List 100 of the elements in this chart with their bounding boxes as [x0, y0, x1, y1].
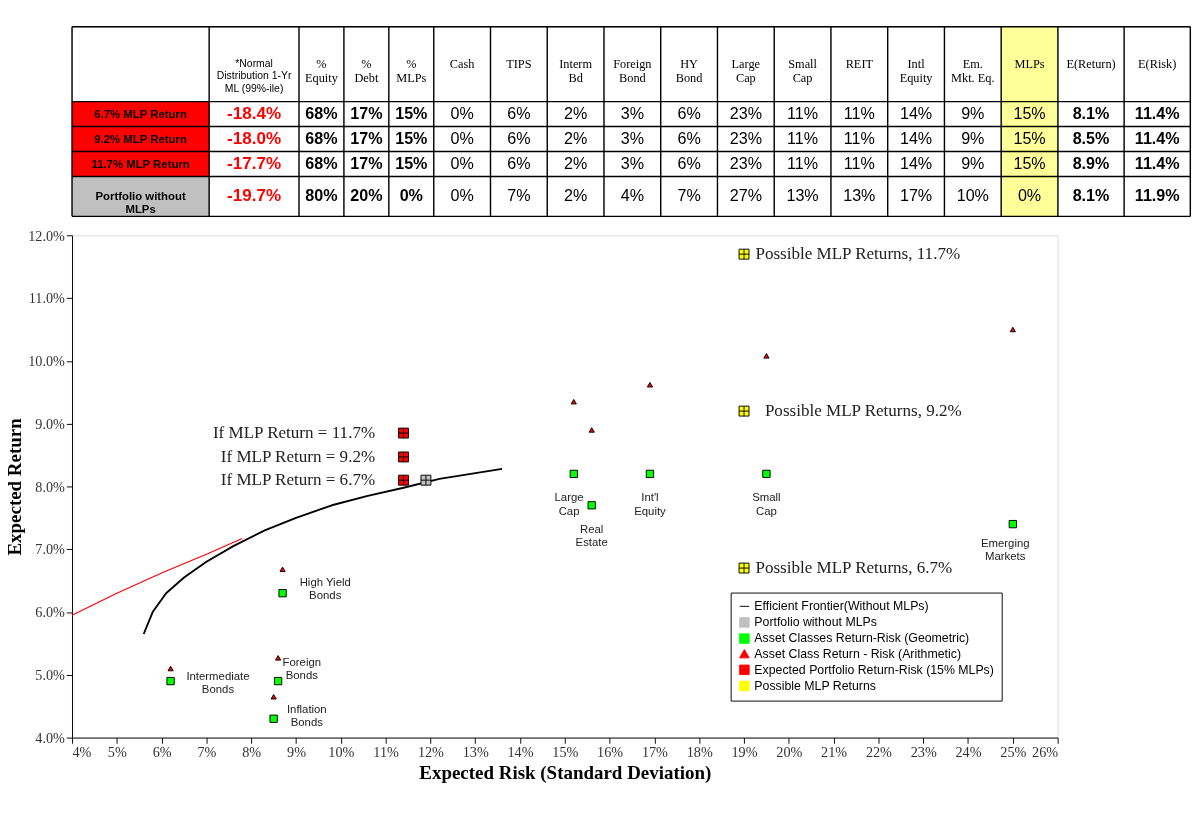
- point: [738, 405, 750, 417]
- legend-label: Expected Portfolio Return-Risk (15% MLPs): [754, 662, 994, 677]
- data-label: 11%: [787, 153, 819, 172]
- data-label: 2%: [563, 128, 588, 147]
- annotation: Int'l Equity: [634, 491, 667, 517]
- data-label: 17%: [350, 103, 383, 122]
- annotation: If MLP Return = 9.2%: [220, 446, 376, 466]
- annotation: High Yield Bonds: [299, 575, 351, 601]
- data-label: 13%: [843, 186, 876, 205]
- point: [1009, 326, 1016, 333]
- y-tick-label: 9.0%: [35, 415, 66, 432]
- x-tick-label: 8%: [242, 744, 262, 761]
- point: [420, 474, 432, 486]
- data-label: 8.5%: [1072, 128, 1110, 147]
- data-label: 17%: [899, 186, 933, 205]
- annotation: Possible MLP Returns, 9.2%: [764, 400, 962, 420]
- data-label: 68%: [305, 103, 338, 122]
- point: [763, 353, 770, 359]
- point: [569, 469, 578, 479]
- data-label: 6%: [507, 128, 531, 147]
- y-tick-label: 6.0%: [35, 604, 66, 621]
- annotation: Large Cap: [554, 491, 584, 517]
- data-label: 23%: [729, 103, 762, 122]
- data-label: -17.7%: [227, 153, 282, 173]
- data-label: 23%: [729, 153, 762, 172]
- data-label: 11.4%: [1134, 128, 1180, 147]
- data-label: 2%: [563, 103, 588, 122]
- x-tick-label: 21%: [821, 744, 848, 761]
- x-tick-label: E(Return): [1066, 57, 1116, 72]
- data-label: 11%: [843, 128, 875, 147]
- data-label: 7%: [507, 186, 531, 205]
- annotation: Emerging Markets: [980, 536, 1030, 563]
- point: [570, 398, 577, 405]
- x-tick-label: REIT: [845, 57, 874, 72]
- data-label: 15%: [1013, 153, 1046, 172]
- y-tick-label: 4.0%: [35, 729, 66, 746]
- data-label: 9%: [961, 103, 985, 122]
- x-tick-label: HY Bond: [675, 57, 703, 86]
- point: [398, 474, 409, 486]
- data-label: -18.4%: [227, 103, 282, 123]
- point: [587, 501, 596, 510]
- data-label: 0%: [450, 128, 474, 147]
- y-tick-label: 11.7% MLP Return: [91, 157, 190, 170]
- data-label: 6%: [677, 128, 701, 147]
- point: [278, 589, 287, 598]
- y-tick-label: Portfolio without MLPs: [95, 190, 186, 216]
- data-label: 4%: [620, 186, 644, 205]
- point: [166, 676, 175, 686]
- x-tick-label: 22%: [865, 744, 893, 761]
- y-tick-label: 6.7% MLP Return: [94, 107, 187, 120]
- x-tick-label: 25%: [1000, 744, 1027, 761]
- x-tick-label: 19%: [731, 744, 758, 761]
- x-tick-label: Small Cap: [788, 57, 818, 86]
- data-label: 8.9%: [1072, 153, 1110, 172]
- data-label: 14%: [899, 153, 933, 172]
- annotation: Small Cap: [752, 491, 781, 517]
- point: [269, 714, 278, 723]
- annotation: Foreign Bonds: [282, 655, 322, 682]
- legend-label: Asset Class Return - Risk (Arithmetic): [754, 646, 961, 661]
- x-tick-label: % Equity: [305, 57, 339, 86]
- data-label: 0%: [1017, 186, 1042, 205]
- y-tick-label: 7.0%: [35, 541, 66, 558]
- data-label: -18.0%: [227, 128, 282, 148]
- x-tick-label: 11%: [373, 744, 400, 761]
- x-tick-label: 14%: [507, 744, 534, 761]
- data-label: 0%: [450, 186, 474, 205]
- x-tick-label: 10%: [328, 744, 355, 761]
- point: [167, 665, 174, 672]
- y-tick-label: 5.0%: [35, 667, 66, 684]
- data-label: 23%: [729, 128, 762, 147]
- data-label: 17%: [350, 128, 383, 147]
- line-series: [142, 467, 504, 635]
- y-tick-label: 8.0%: [35, 478, 66, 495]
- x-tick-label: 18%: [686, 744, 713, 761]
- data-label: 9%: [961, 153, 985, 172]
- data-label: 68%: [305, 153, 338, 172]
- point: [270, 694, 277, 700]
- data-label: 15%: [395, 128, 428, 147]
- data-label: 80%: [305, 186, 338, 205]
- x-tick-label: *Normal Distribution 1-Yr ML (99%-ile): [216, 58, 292, 94]
- x-tick-label: 17%: [641, 744, 669, 761]
- x-tick-label: Foreign Bond: [613, 57, 652, 86]
- y-tick-label: 12.0%: [28, 227, 66, 244]
- x-tick-label: 20%: [776, 744, 803, 761]
- point: [273, 676, 283, 686]
- annotation: Inflation Bonds: [286, 703, 327, 729]
- data-label: 15%: [1013, 103, 1046, 122]
- data-label: 3%: [620, 128, 644, 147]
- point: [762, 469, 771, 479]
- legend-label: Portfolio without MLPs: [754, 615, 877, 630]
- data-label: 8.1%: [1072, 186, 1110, 205]
- x-tick-label: % MLPs: [396, 57, 427, 86]
- data-label: 3%: [620, 103, 644, 122]
- data-label: 11%: [787, 103, 819, 122]
- data-label: 6%: [677, 103, 701, 122]
- point: [738, 248, 750, 260]
- x-tick-label: 16%: [597, 744, 624, 761]
- data-label: 11.9%: [1134, 186, 1180, 205]
- point: [646, 382, 654, 388]
- annotation: Possible MLP Returns, 6.7%: [755, 557, 953, 577]
